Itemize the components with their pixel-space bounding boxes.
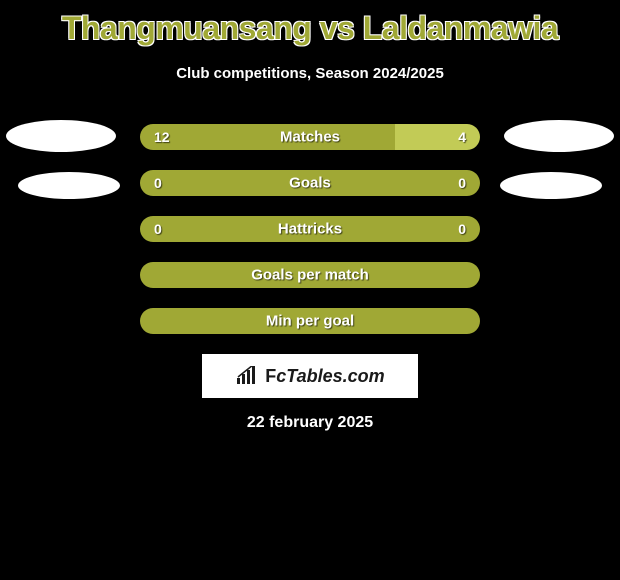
stat-row: 0 0 Hattricks [140, 216, 480, 242]
stat-row-label: Min per goal [266, 313, 354, 330]
stat-right-value: 0 [458, 221, 466, 237]
stats-area: 12 4 Matches 0 0 Goals 0 0 Hattricks Goals per ma… [0, 124, 620, 334]
stat-rows: 12 4 Matches 0 0 Goals 0 0 Hattricks Goals per ma… [140, 124, 480, 334]
stat-row-label: Goals per match [251, 267, 369, 284]
stat-row-label: Hattricks [278, 221, 342, 238]
bar-left [140, 124, 395, 150]
page-title: Thangmuansang vs Laldanmawia [0, 0, 620, 47]
date-text: 22 february 2025 [0, 414, 620, 432]
bar-right [395, 124, 480, 150]
logo-text: FcTables.com [265, 366, 384, 387]
stat-right-value: 4 [458, 129, 466, 145]
stat-row-label: Matches [280, 129, 340, 146]
stat-left-value: 0 [154, 221, 162, 237]
stat-row-label: Goals [289, 175, 331, 192]
stat-left-value: 12 [154, 129, 170, 145]
player1-photo [6, 120, 116, 152]
stat-row: Min per goal [140, 308, 480, 334]
stat-left-value: 0 [154, 175, 162, 191]
player2-club-photo [500, 172, 602, 199]
stat-right-value: 0 [458, 175, 466, 191]
logo-box: FcTables.com [202, 354, 418, 398]
stat-row: 0 0 Goals [140, 170, 480, 196]
stat-row: Goals per match [140, 262, 480, 288]
player1-club-photo [18, 172, 120, 199]
player2-photo [504, 120, 614, 152]
stat-row: 12 4 Matches [140, 124, 480, 150]
page-subtitle: Club competitions, Season 2024/2025 [0, 65, 620, 82]
chart-icon [235, 366, 259, 386]
